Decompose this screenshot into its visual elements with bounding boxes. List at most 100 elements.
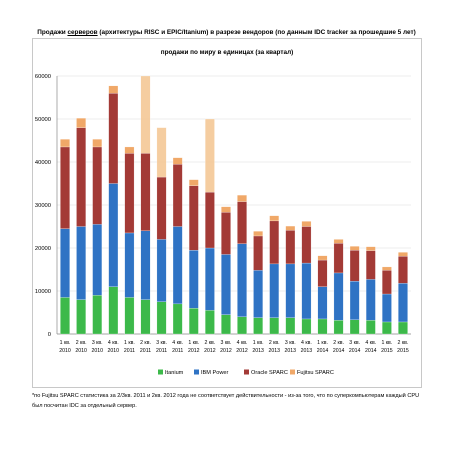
x-tick-label: 4 кв. 2013 [301,340,313,354]
chart-title: продажи по миру в единицах (за квартал) [160,49,294,56]
bar-segment-itanium [398,321,408,335]
legend-swatch [194,369,199,375]
bar-segment-oracle-sparc [205,191,215,249]
bar-segment-fujitsu-sparc [301,221,312,227]
bar-segment-oracle-sparc [92,146,103,225]
bar-segment-ibm-power [237,243,247,317]
bar-segment-fujitsu-sparc [285,225,296,231]
page-title-suffix: (архитектуры RISC и EPIC/Itanium) в разр… [97,29,416,36]
bar-segment-itanium [156,301,167,335]
bar-segment-ibm-power [124,232,135,298]
bar-segment-fujitsu-sparc [76,118,86,128]
bar-segment-fujitsu-sparc [317,255,328,261]
bar-segment-fujitsu-sparc [365,246,376,251]
bar-segment-fujitsu-sparc [156,127,167,178]
legend-swatch [158,369,163,375]
x-tick-label: 2 кв. 2013 [268,340,280,354]
bar-segment-ibm-power [92,224,103,296]
bar-segment-oracle-sparc [156,176,167,240]
y-tick-label: 60000 [35,74,51,80]
x-tick-label: 2 кв. 2015 [397,340,409,354]
bar-segment-itanium [333,320,344,335]
bar-segment-fujitsu-sparc [253,231,263,237]
bar-segment-ibm-power [301,262,312,320]
bar-segment-ibm-power [172,226,183,305]
footnote: *по Fujitsu SPARC статистика за 2/3кв. 2… [32,393,420,409]
bar-segment-oracle-sparc [237,201,247,244]
bar-segment-ibm-power [108,183,119,287]
bar-segment-itanium [269,317,280,335]
bar-segment-itanium [188,308,199,335]
bar-segment-itanium [124,297,135,335]
bar-segment-itanium [317,318,328,335]
legend-label: Fujitsu SPARC [297,370,334,376]
x-tick-label: 2 кв. 2014 [333,340,345,354]
bar-segment-itanium [349,319,360,335]
y-tick-label: 50000 [35,117,51,123]
bar-segment-fujitsu-sparc [140,75,151,154]
bar-segment-ibm-power [76,226,86,300]
bar-segment-itanium [382,321,392,335]
bar-segment-fujitsu-sparc [382,266,392,271]
bar-segment-fujitsu-sparc [221,206,231,213]
bar-segment-oracle-sparc [333,243,344,274]
bar-segment-ibm-power [382,293,392,323]
bar-segment-oracle-sparc [172,164,183,227]
x-tick-label: 3 кв. 2010 [91,340,103,354]
x-tick-label: 4 кв. 2011 [172,340,183,354]
bar-segment-fujitsu-sparc [349,246,360,251]
x-tick-label: 3 кв. 2013 [285,340,297,354]
bar-segment-ibm-power [156,239,167,302]
x-tick-label: 4 кв. 2010 [108,340,120,354]
bar-segment-fujitsu-sparc [205,118,215,193]
bar-segment-oracle-sparc [124,153,135,234]
bar-segment-fujitsu-sparc [269,215,280,222]
legend-swatch [290,369,295,375]
x-tick-label: 1 кв. 2014 [317,340,329,354]
bar-segment-ibm-power [349,280,360,320]
x-tick-label: 2 кв. 2012 [204,340,216,354]
bar-segment-oracle-sparc [301,226,312,264]
page-title-link[interactable]: серверов [67,29,98,36]
bar-segment-itanium [60,297,70,335]
x-tick-label: 3 кв. 2014 [349,340,361,354]
bar-segment-ibm-power [333,272,344,321]
bar-segment-oracle-sparc [365,250,376,280]
bar-segment-fujitsu-sparc [60,139,70,148]
bar-segment-itanium [237,316,247,335]
x-tick-label: 1 кв. 2010 [59,340,71,354]
bar-segment-oracle-sparc [253,235,263,271]
legend-swatch [244,369,249,375]
bar-segment-itanium [140,299,151,335]
x-tick-label: 3 кв. 2012 [220,340,232,354]
x-tick-label: 3 кв. 2011 [156,340,167,354]
bar-segment-fujitsu-sparc [92,139,103,148]
bar-segment-itanium [205,310,215,335]
bar-segment-ibm-power [317,286,328,320]
x-tick-label: 2 кв. 2010 [75,340,87,354]
bar-segment-itanium [92,295,103,335]
x-tick-label: 2 кв. 2011 [140,340,151,354]
x-tick-label: 1 кв. 2015 [381,340,393,354]
bar-segment-fujitsu-sparc [172,157,183,165]
bar-segment-oracle-sparc [269,220,280,265]
bar-segment-itanium [365,320,376,335]
bar-segment-oracle-sparc [382,270,392,295]
bar-segment-itanium [221,314,231,335]
page-title: Продажи серверов (архитектуры RISC и EPI… [0,29,453,36]
bar-segment-itanium [253,317,263,335]
x-tick-label: 4 кв. 2012 [236,340,248,354]
bar-segment-fujitsu-sparc [188,179,199,186]
bar-segment-itanium [172,303,183,335]
bar-segment-ibm-power [365,279,376,321]
legend-label: Itanium [165,370,184,376]
bar-segment-oracle-sparc [188,185,199,251]
x-tick-label: 1 кв. 2012 [188,340,200,354]
bar-segment-fujitsu-sparc [333,239,344,244]
bar-segment-itanium [108,286,119,335]
bar-segment-oracle-sparc [76,127,86,227]
bar-segment-oracle-sparc [285,230,296,265]
bar-segment-itanium [301,318,312,335]
bar-segment-fujitsu-sparc [124,146,135,154]
